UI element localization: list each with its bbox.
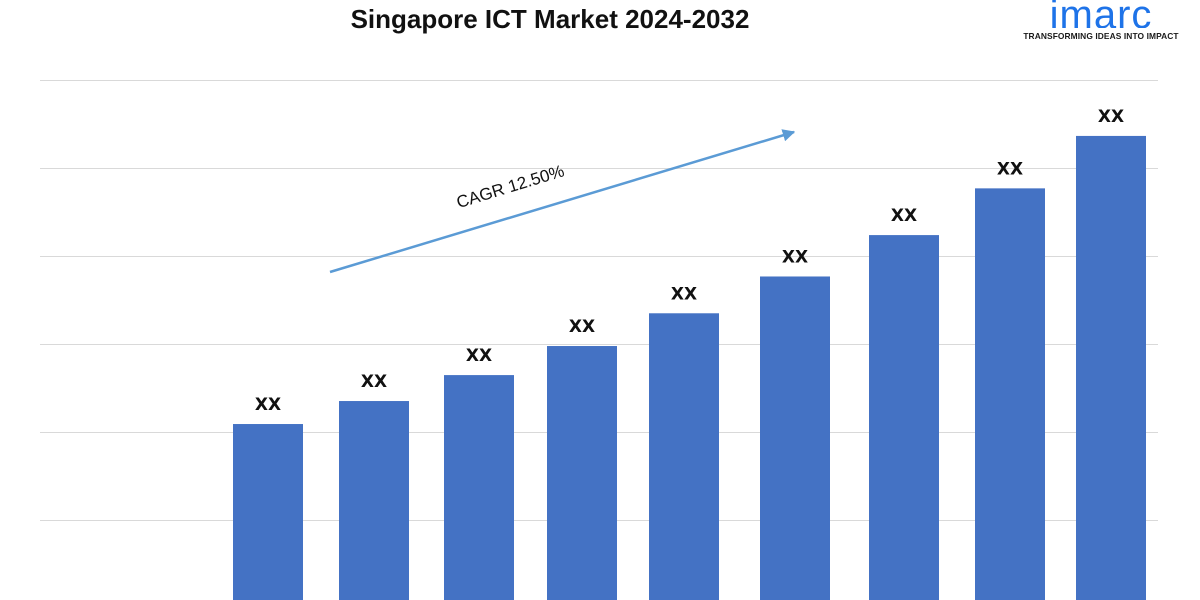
logo-wordmark: imarc [1049,0,1153,28]
cagr-arrow [329,129,796,274]
imarc-logo: imarc TRANSFORMING IDEAS INTO IMPACT [1016,0,1186,44]
data-label-2032: XX [1098,107,1124,127]
data-label-2026: XX [466,346,492,366]
data-label-2031: XX [997,159,1023,179]
bars [233,135,1146,600]
data-label-2030: XX [891,206,917,226]
bar-2025 [339,401,409,600]
data-label-2029: XX [782,247,808,267]
bar-2031 [975,188,1045,600]
chart-title: Singapore ICT Market 2024-2032 [350,4,750,34]
cagr-annotation: CAGR 12.50% [329,129,796,274]
bar-2026 [444,375,514,600]
data-label-2028: XX [671,284,697,304]
bar-2029 [760,276,830,600]
bar-2027 [547,346,617,600]
data-labels: XX XX XX XX XX XX XX XX XX [255,107,1124,415]
logo-tagline: TRANSFORMING IDEAS INTO IMPACT [1023,31,1179,41]
bar-2030 [869,235,939,600]
data-label-2024: XX [255,395,281,415]
bar-2028 [649,313,719,600]
bar-2032 [1076,135,1146,600]
data-label-2027: XX [569,317,595,337]
bar-2024 [233,424,303,600]
data-label-2025: XX [361,372,387,392]
